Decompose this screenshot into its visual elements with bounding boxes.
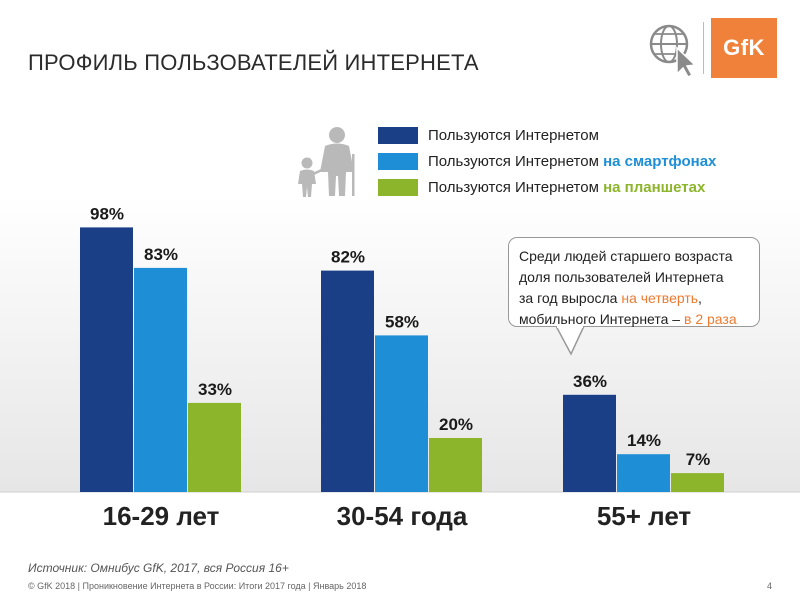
bar xyxy=(563,394,616,492)
callout-box: Среди людей старшего возраста доля польз… xyxy=(508,237,760,327)
legend-swatch xyxy=(378,126,418,144)
bar-value-label: 14% xyxy=(627,431,661,450)
legend-item-smartphones: Пользуются Интернетом на смартфонах xyxy=(378,148,716,174)
legend-highlight: на планшетах xyxy=(603,178,706,196)
bar xyxy=(617,454,670,492)
bar xyxy=(375,335,428,492)
callout-text: мобильного Интернета – xyxy=(519,311,684,327)
callout-tail xyxy=(556,326,585,356)
callout-highlight: на четверть xyxy=(621,290,699,306)
legend-label: Пользуются Интернетом xyxy=(428,152,604,170)
footer-text: © GfK 2018 | Проникновение Интернета в Р… xyxy=(28,581,367,591)
legend-label: Пользуются Интернетом xyxy=(428,178,604,196)
legend-swatch xyxy=(378,178,418,196)
bar xyxy=(671,473,724,492)
callout-line: доля пользователей Интернета xyxy=(519,269,724,285)
bar-value-label: 82% xyxy=(331,248,365,267)
gfk-logo: GfK xyxy=(711,18,777,78)
category-label: 30-54 года xyxy=(337,501,468,531)
legend-highlight: на смартфонах xyxy=(603,152,717,170)
bar-value-label: 33% xyxy=(198,380,232,399)
category-label: 55+ лет xyxy=(597,501,692,531)
globe-cursor-icon xyxy=(649,24,697,78)
logo-divider xyxy=(703,22,704,74)
bar-value-label: 7% xyxy=(686,450,711,469)
callout-line: Среди людей старшего возраста xyxy=(519,248,733,264)
callout-highlight: в 2 раза xyxy=(684,311,737,327)
bar xyxy=(80,227,133,492)
bar-value-label: 20% xyxy=(439,415,473,434)
bar-value-label: 83% xyxy=(144,245,178,264)
legend: Пользуются Интернетом Пользуются Интерне… xyxy=(378,122,716,200)
category-label: 16-29 лет xyxy=(103,501,220,531)
bar xyxy=(429,438,482,492)
bar xyxy=(134,267,187,492)
bar xyxy=(321,270,374,492)
page-title: ПРОФИЛЬ ПОЛЬЗОВАТЕЛЕЙ ИНТЕРНЕТА xyxy=(28,50,479,75)
callout-line: за год выросла на четверть, xyxy=(519,288,759,309)
elderly-people-icon xyxy=(298,127,355,197)
bar-value-label: 98% xyxy=(90,204,124,223)
legend-label: Пользуются Интернетом xyxy=(428,126,599,144)
legend-item-tablets: Пользуются Интернетом на планшетах xyxy=(378,174,716,200)
page-number: 4 xyxy=(766,581,772,591)
source-note: Источник: Омнибус GfK, 2017, вся Россия … xyxy=(28,561,289,575)
callout-line: мобильного Интернета – в 2 раза xyxy=(519,309,759,330)
legend-item-internet: Пользуются Интернетом xyxy=(378,122,716,148)
callout-text: за год выросла xyxy=(519,290,622,306)
bar-value-label: 36% xyxy=(573,372,607,391)
logo-area: GfK xyxy=(645,18,785,78)
bar-value-label: 58% xyxy=(385,312,419,331)
legend-swatch xyxy=(378,152,418,170)
callout-text: , xyxy=(698,290,702,306)
bar xyxy=(188,402,241,492)
